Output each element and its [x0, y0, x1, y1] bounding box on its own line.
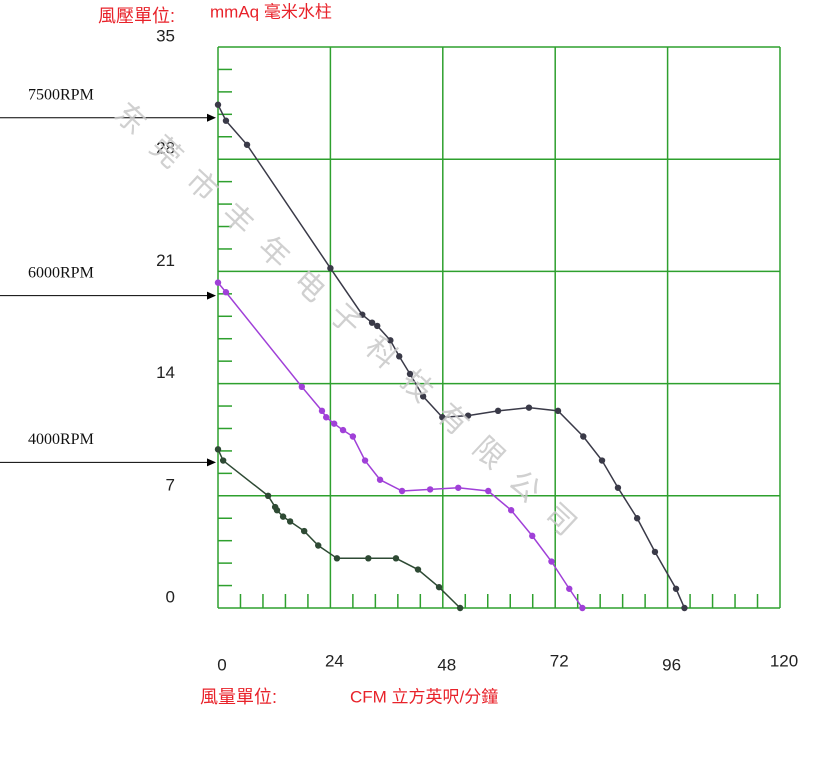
data-point — [349, 433, 357, 440]
data-point — [376, 476, 384, 483]
data-point — [548, 558, 555, 565]
data-point — [396, 353, 403, 360]
data-point — [214, 279, 222, 286]
y-tick-label: 7 — [166, 475, 175, 494]
data-point — [214, 101, 222, 108]
data-point — [368, 319, 376, 326]
data-point — [392, 555, 400, 562]
data-point — [333, 555, 341, 562]
data-point — [222, 289, 230, 296]
data-point — [455, 484, 462, 491]
data-point — [566, 585, 573, 592]
data-point — [222, 117, 230, 124]
data-point — [286, 518, 294, 525]
data-point — [219, 457, 227, 464]
series-line — [217, 104, 686, 609]
data-point — [580, 433, 587, 440]
data-point — [672, 585, 680, 592]
data-point — [315, 542, 322, 549]
series-label: 4000RPM — [28, 431, 94, 448]
watermark: 东莞市丰年电子科技有限公司 — [108, 97, 596, 556]
data-point — [361, 457, 369, 464]
data-point — [365, 555, 372, 562]
data-point — [406, 370, 414, 378]
data-point — [298, 383, 306, 391]
y-tick-label: 21 — [156, 251, 175, 270]
data-point — [264, 492, 272, 499]
x-tick-label: 96 — [662, 655, 681, 674]
data-point — [651, 548, 659, 556]
x-tick-label: 72 — [550, 651, 569, 670]
data-point — [633, 515, 641, 522]
data-point — [419, 393, 427, 400]
data-point — [243, 141, 251, 148]
data-point — [507, 507, 515, 514]
arrow-head — [207, 291, 216, 300]
data-point — [327, 264, 334, 272]
data-point — [387, 337, 394, 344]
data-point — [318, 407, 326, 415]
data-point — [322, 414, 330, 421]
data-point — [456, 604, 464, 612]
data-point — [435, 583, 443, 591]
data-point — [273, 507, 281, 514]
plot: 0 7 14 21 28 35 0 24 48 72 96 120 7500RPM 6000RPM 4000… — [0, 26, 798, 674]
data-point — [330, 420, 338, 427]
data-point — [414, 566, 422, 573]
data-point — [300, 527, 308, 535]
y-tick-label: 28 — [156, 139, 175, 158]
series-label: 6000RPM — [28, 264, 94, 281]
data-point — [681, 604, 688, 612]
data-point — [426, 486, 434, 493]
x-tick-label: 24 — [325, 651, 344, 670]
data-point — [339, 426, 347, 434]
data-point — [374, 322, 381, 330]
data-point — [494, 407, 502, 415]
data-point — [398, 487, 406, 495]
data-point — [554, 407, 562, 415]
x-unit-label: 風量單位: — [200, 687, 277, 707]
data-point — [529, 532, 536, 540]
arrow-head — [207, 113, 216, 122]
x-tick-label: 120 — [770, 651, 798, 670]
series-line — [217, 449, 461, 609]
y-tick-label: 14 — [156, 363, 175, 382]
data-point — [464, 412, 472, 419]
series-line — [217, 282, 583, 609]
series-label: 7500RPM — [28, 86, 94, 103]
data-point — [439, 414, 446, 421]
data-point — [614, 484, 622, 491]
data-point — [359, 311, 366, 318]
data-point — [525, 404, 533, 411]
data-point — [279, 513, 287, 520]
data-point — [214, 446, 222, 453]
data-point — [598, 457, 606, 464]
data-point — [485, 487, 492, 495]
y-unit: mmAq 毫米水柱 — [210, 2, 332, 21]
y-unit-label: 風壓單位: — [98, 6, 175, 26]
data-point — [579, 604, 586, 612]
x-unit: CFM 立方英呎/分鐘 — [350, 687, 498, 706]
y-tick-label: 0 — [166, 587, 175, 606]
x-tick-label: 48 — [437, 655, 456, 674]
y-tick-label: 35 — [156, 26, 175, 45]
x-tick-label: 0 — [217, 655, 226, 674]
arrow-head — [207, 458, 216, 467]
